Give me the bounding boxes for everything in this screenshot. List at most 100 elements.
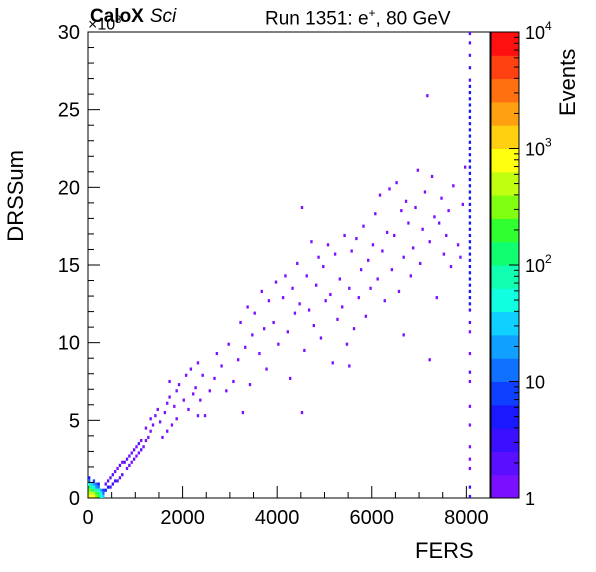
y-tick-label: 10	[58, 333, 80, 355]
heatmap-bin	[253, 311, 256, 315]
heatmap-bin	[468, 370, 472, 374]
heatmap-bin	[468, 140, 472, 144]
heatmap-bin	[468, 66, 472, 70]
heatmap-bin	[452, 184, 455, 188]
heatmap-bin	[258, 351, 261, 356]
heatmap-bin	[251, 333, 254, 337]
heatmap-bin	[397, 289, 401, 293]
colorbar-segment	[491, 241, 519, 266]
heatmap-bin	[95, 485, 98, 489]
heatmap-bin	[468, 41, 472, 45]
heatmap-bin	[468, 289, 472, 293]
heatmap-bin	[168, 379, 171, 384]
heatmap-bin	[468, 320, 472, 325]
heatmap-bin	[189, 367, 193, 371]
heatmap-bin	[376, 277, 379, 281]
heatmap-bin	[324, 299, 327, 303]
heatmap-bin	[378, 193, 382, 197]
heatmap-bin	[364, 314, 368, 318]
heatmap-bin	[468, 103, 472, 107]
heatmap-bin	[468, 445, 472, 449]
heatmap-bin	[468, 302, 472, 306]
heatmap-bin	[468, 233, 472, 238]
heatmap-bin	[468, 115, 472, 119]
heatmap-bin	[128, 454, 131, 458]
heatmap-bin	[137, 451, 141, 455]
heatmap-bin	[161, 435, 164, 439]
heatmap-bin	[140, 438, 143, 443]
heatmap-bin	[468, 190, 472, 194]
heatmap-bin	[423, 190, 427, 194]
heatmap-bin	[272, 320, 275, 325]
colorbar-segment	[491, 404, 519, 429]
heatmap-bin	[132, 457, 136, 461]
heatmap-bin	[137, 442, 141, 446]
colorbar-segment	[491, 148, 519, 173]
heatmap-bin	[449, 265, 453, 269]
heatmap-bin	[468, 494, 472, 498]
heatmap-bin	[447, 209, 450, 213]
y-axis: 0 5 10 15 20 25 30	[58, 22, 100, 510]
heatmap-bin	[284, 274, 287, 278]
heatmap-bin	[468, 53, 472, 57]
heatmap-bin	[104, 482, 107, 486]
heatmap-bin	[90, 488, 93, 492]
heatmap-bin	[468, 178, 472, 182]
heatmap-bin	[300, 411, 304, 415]
heatmap-bin	[99, 494, 103, 498]
heatmap-bin	[88, 482, 91, 486]
y-tick-label: 25	[58, 100, 80, 122]
heatmap-bin	[468, 240, 472, 244]
heatmap-bin	[468, 246, 472, 250]
heatmap-bin	[109, 476, 112, 480]
colorbar-segment	[491, 195, 519, 219]
heatmap-bin	[144, 426, 148, 430]
brand-suffix: Sci	[149, 6, 177, 27]
heatmap-bin	[92, 488, 96, 492]
heatmap-bin	[95, 491, 98, 495]
heatmap-bin	[196, 414, 200, 418]
heatmap-bin	[468, 97, 472, 101]
heatmap-bin	[341, 305, 344, 309]
heatmap-bin	[319, 336, 323, 340]
heatmap-bin	[262, 327, 266, 331]
heatmap-bin	[359, 268, 363, 272]
y-axis-title: DRSSum	[3, 150, 28, 242]
x-tick-label: 8000	[444, 507, 489, 529]
heatmap-bin	[182, 398, 185, 402]
colorbar-segment	[491, 32, 519, 56]
x-tick-label: 6000	[350, 507, 395, 529]
heatmap-bin	[468, 423, 472, 427]
heatmap-bin	[468, 84, 472, 88]
x-tick-label: 4000	[255, 507, 300, 529]
heatmap-bin	[194, 386, 197, 390]
colorbar-segment	[491, 358, 519, 382]
heatmap-bin	[333, 252, 337, 256]
heatmap-bin	[106, 485, 110, 489]
heatmap-bin	[286, 330, 289, 334]
heatmap-bin	[166, 429, 169, 433]
heatmap-bin	[260, 289, 263, 293]
heatmap-bin	[220, 364, 223, 368]
y-tick-label: 20	[58, 177, 80, 199]
heatmap-bin	[109, 485, 112, 489]
heatmap-bin	[130, 460, 133, 464]
heatmap-bin	[92, 482, 96, 486]
y-tick-label: 5	[69, 410, 80, 432]
heatmap-bin	[400, 209, 403, 213]
heatmap-bin	[232, 379, 235, 384]
heatmap-bin	[310, 240, 313, 244]
heatmap-bin	[468, 171, 472, 175]
y-tick-label: 30	[58, 22, 80, 44]
heatmap-bin	[88, 491, 91, 495]
heatmap-bin	[437, 221, 441, 225]
heatmap-bin	[170, 423, 174, 427]
heatmap-bin	[407, 221, 410, 225]
heatmap-bin	[154, 414, 157, 418]
heatmap-bin	[428, 358, 431, 362]
heatmap-bin	[371, 243, 375, 247]
heatmap-bin	[99, 491, 103, 495]
heatmap-bin	[315, 283, 318, 287]
multiplier-power: 3	[115, 14, 122, 26]
heatmap-bin	[303, 348, 306, 352]
